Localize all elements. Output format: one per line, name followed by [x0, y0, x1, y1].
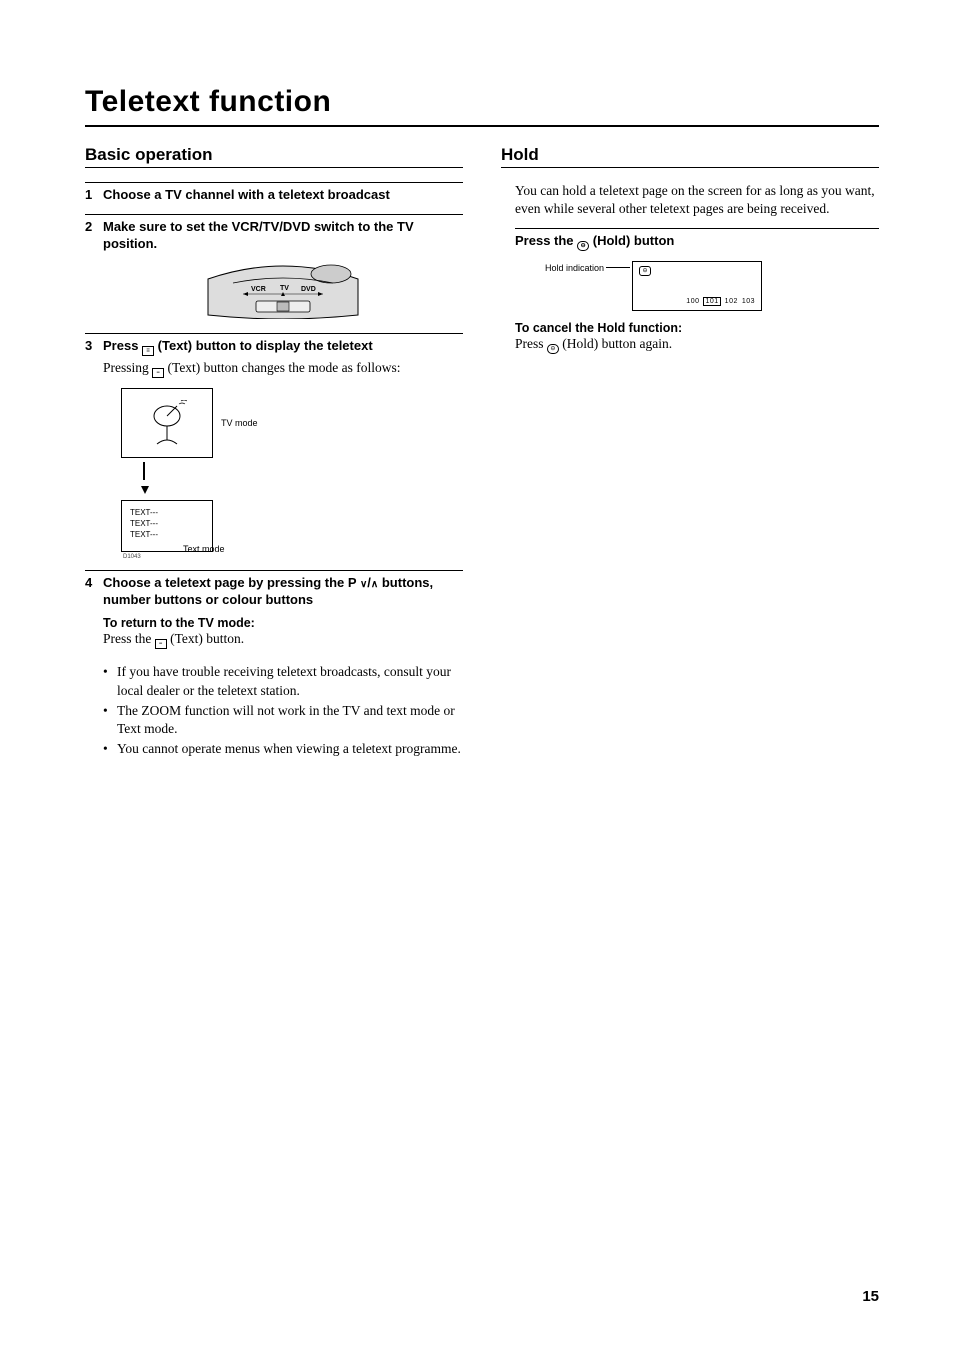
step-3-sub-b: (Text) button changes the mode as follow… [164, 360, 400, 375]
step-3-sub-a: Pressing [103, 360, 152, 375]
tv-label: TV [280, 285, 289, 292]
arrow-down-icon [141, 486, 149, 494]
step-3-text-a: Press [103, 338, 142, 353]
text-icon: ≡ [142, 346, 154, 356]
cancel-hold-heading: To cancel the Hold function: [515, 321, 879, 335]
tv-mode-box [121, 388, 213, 458]
step-4-text-a: Choose a teletext page by pressing the P [103, 575, 360, 590]
content-columns: Basic operation 1 Choose a TV channel wi… [85, 145, 879, 769]
note-item: •If you have trouble receiving teletext … [103, 663, 463, 699]
step-4: 4 Choose a teletext page by pressing the… [85, 570, 463, 769]
hold-indication-label: Hold indication [545, 263, 604, 273]
page-num-item: 103 [742, 298, 755, 305]
hold-icon: ⊖ [577, 241, 589, 251]
page-number: 15 [862, 1288, 879, 1305]
remote-switch-figure: VCR TV DVD [203, 261, 363, 319]
return-a: Press the [103, 631, 155, 646]
hold-step: Press the ⊖ (Hold) button Hold indicatio… [515, 228, 879, 354]
text-line: TEXT--- [130, 529, 204, 540]
step-2: 2 Make sure to set the VCR/TV/DVD switch… [85, 214, 463, 323]
press-hold-b: (Hold) button [589, 233, 674, 248]
step-3: 3 Press ≡ (Text) button to display the t… [85, 333, 463, 560]
step-number: 4 [85, 575, 103, 769]
hold-screen-box: ⊖ 100 101 102 103 [632, 261, 762, 311]
step-3-text-b: (Text) button to display the teletext [154, 338, 373, 353]
right-column: Hold You can hold a teletext page on the… [501, 145, 879, 769]
hold-screen-icon: ⊖ [639, 266, 651, 276]
hold-intro: You can hold a teletext page on the scre… [501, 182, 879, 218]
text-line: TEXT--- [130, 518, 204, 529]
hold-heading: Hold [501, 145, 879, 168]
text-icon: ≡ [152, 368, 164, 378]
text-icon: ≡ [155, 639, 167, 649]
notes-list: •If you have trouble receiving teletext … [103, 663, 463, 758]
hold-figure: Hold indication ⊖ 100 101 102 103 [545, 261, 879, 311]
text-mode-box: TEXT--- TEXT--- TEXT--- [121, 500, 213, 552]
page-num-item: 100 [686, 298, 699, 305]
step-1-text: Choose a TV channel with a teletext broa… [103, 187, 463, 204]
hold-icon: ⊖ [547, 344, 559, 354]
step-1: 1 Choose a TV channel with a teletext br… [85, 182, 463, 204]
up-chevron-icon: ∧ [371, 579, 378, 590]
satellite-dish-icon [147, 400, 187, 446]
mode-diagram: TV mode TEXT--- TEXT--- TEXT--- Text mod [121, 388, 463, 560]
note-item: •You cannot operate menus when viewing a… [103, 740, 463, 758]
note-text: You cannot operate menus when viewing a … [117, 740, 461, 758]
left-column: Basic operation 1 Choose a TV channel wi… [85, 145, 463, 769]
step-4-text: Choose a teletext page by pressing the P… [103, 575, 463, 609]
press-hold-text: Press the ⊖ (Hold) button [515, 233, 879, 251]
figure-number: D1043 [123, 554, 463, 560]
note-text: If you have trouble receiving teletext b… [117, 663, 463, 699]
hold-pages: 100 101 102 103 [686, 297, 755, 306]
note-item: •The ZOOM function will not work in the … [103, 702, 463, 738]
cancel-hold-body: Press ⊖ (Hold) button again. [515, 336, 879, 354]
step-2-text: Make sure to set the VCR/TV/DVD switch t… [103, 219, 463, 253]
cancel-a: Press [515, 336, 547, 351]
step-3-text: Press ≡ (Text) button to display the tel… [103, 338, 463, 356]
vcr-label: VCR [251, 286, 266, 293]
step-number: 1 [85, 187, 103, 204]
step-3-sub: Pressing ≡ (Text) button changes the mod… [103, 359, 463, 378]
bullet-dot-icon: • [103, 702, 117, 738]
basic-operation-heading: Basic operation [85, 145, 463, 168]
tv-mode-caption: TV mode [221, 418, 258, 428]
step-number: 2 [85, 219, 103, 323]
callout-line [606, 267, 630, 268]
page-num-item: 102 [725, 298, 738, 305]
press-hold-a: Press the [515, 233, 577, 248]
page-num-item-active: 101 [703, 297, 720, 306]
bullet-dot-icon: • [103, 663, 117, 699]
arrow-stem [143, 462, 145, 480]
dvd-label: DVD [301, 286, 316, 293]
bullet-dot-icon: • [103, 740, 117, 758]
note-text: The ZOOM function will not work in the T… [117, 702, 463, 738]
return-b: (Text) button. [167, 631, 244, 646]
step-number: 3 [85, 338, 103, 560]
down-chevron-icon: ∨ [360, 579, 367, 590]
return-tv-heading: To return to the TV mode: [103, 616, 463, 630]
page-title: Teletext function [85, 85, 879, 127]
text-line: TEXT--- [130, 507, 204, 518]
return-tv-body: Press the ≡ (Text) button. [103, 631, 463, 649]
cancel-b: (Hold) button again. [559, 336, 672, 351]
